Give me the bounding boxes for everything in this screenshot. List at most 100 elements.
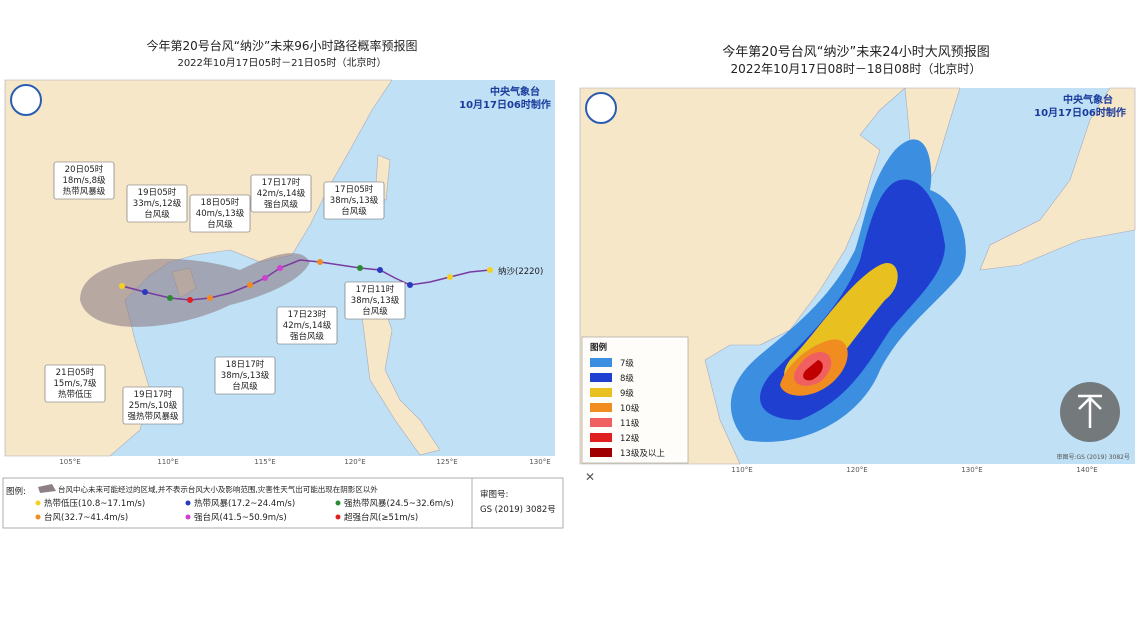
track-label: 17日23时	[288, 309, 327, 320]
track-label: 台风级	[362, 306, 388, 317]
track-label: 18日05时	[201, 197, 240, 208]
legend-title: 图例:	[6, 486, 26, 497]
right-title: 今年第20号台风“纳沙”未来24小时大风预报图	[722, 44, 990, 60]
cone-swatch	[38, 484, 56, 493]
track-label-box	[53, 161, 115, 200]
track-label: 40m/s,13级	[196, 208, 245, 219]
legend-item: 8级	[620, 373, 634, 384]
track-label-box	[122, 386, 184, 425]
track-label: 台风级	[144, 209, 170, 220]
review-number: GS (2019) 3082号	[480, 505, 556, 515]
legend-cone: 台风中心未来可能经过的区域,并不表示台风大小及影响范围,灾害性天气出可能出现在阴…	[58, 484, 378, 494]
legend-item: 13级及以上	[620, 448, 665, 459]
track-label: 18m/s,8级	[63, 175, 106, 186]
legend-item: 强热带风暴(24.5~32.6m/s)	[344, 498, 454, 509]
track-label: 38m/s,13级	[330, 195, 379, 206]
track-label-box	[214, 356, 276, 395]
legend-swatch	[590, 388, 612, 397]
right-agency: 中央气象台	[1063, 93, 1113, 106]
close-button[interactable]: ✕	[585, 470, 595, 484]
left-subtitle: 2022年10月17日05时－21日05时（北京时）	[177, 56, 386, 69]
axis-label: 110°E	[731, 466, 752, 474]
axis-label: 105°E	[59, 458, 80, 466]
legend-dot	[35, 500, 41, 506]
left-agency: 中央气象台	[490, 85, 540, 98]
track-label: 热带低压	[58, 389, 93, 400]
axis-label: 125°E	[436, 458, 457, 466]
track-label: 42m/s,14级	[283, 320, 332, 331]
wind-13	[803, 360, 823, 381]
legend-item: 11级	[620, 418, 640, 429]
legend-swatch	[590, 358, 612, 367]
track-label: 33m/s,12级	[133, 198, 182, 209]
track-label: 强台风级	[290, 331, 325, 342]
left-issued: 10月17日06时制作	[459, 98, 551, 111]
legend-item: 12级	[620, 433, 640, 444]
legend-dot	[335, 514, 341, 520]
track-label-box	[323, 181, 385, 220]
left-legend-box	[2, 477, 564, 529]
track-label: 38m/s,13级	[221, 370, 270, 381]
track-label: 15m/s,7级	[54, 378, 97, 389]
axis-label: 120°E	[344, 458, 365, 466]
right-issued: 10月17日06时制作	[1034, 106, 1126, 119]
track-label: 热带风暴级	[63, 186, 106, 197]
axis-label: 120°E	[846, 466, 867, 474]
legend-item: 9级	[620, 388, 634, 399]
probability-cone	[80, 253, 310, 327]
track-label: 19日05时	[138, 187, 177, 198]
track-label: 17日11时	[356, 284, 395, 295]
axis-label: 140°E	[1076, 466, 1097, 474]
legend-swatch	[590, 403, 612, 412]
legend-item: 强台风(41.5~50.9m/s)	[194, 512, 287, 523]
right-legend-box	[581, 336, 689, 464]
legend-swatch	[590, 448, 612, 457]
axis-label: 130°E	[529, 458, 550, 466]
track	[121, 259, 491, 301]
track-label: 17日05时	[335, 184, 374, 195]
legend-item: 热带低压(10.8~17.1m/s)	[44, 498, 145, 509]
legend-item: 台风(32.7~41.4m/s)	[44, 512, 128, 523]
left-title: 今年第20号台风“纳沙”未来96小时路径概率预报图	[147, 38, 418, 53]
track-label-box	[344, 281, 406, 320]
track-label: 17日17时	[262, 177, 301, 188]
svg-text:✕: ✕	[585, 470, 595, 484]
logo	[585, 92, 617, 124]
track-label-box	[250, 174, 312, 213]
track-label-box	[44, 364, 106, 403]
legend-item: 热带风暴(17.2~24.4m/s)	[194, 498, 295, 509]
right-subtitle: 2022年10月17日08时－18日08时（北京时）	[731, 62, 982, 76]
legend-swatch	[590, 418, 612, 427]
track-label: 19日17时	[134, 389, 173, 400]
philippines	[359, 294, 441, 456]
axis-label: 115°E	[254, 458, 275, 466]
axis-label: 110°E	[157, 458, 178, 466]
track-label: 20日05时	[65, 164, 104, 175]
scroll-top-button[interactable]	[1060, 382, 1120, 442]
legend-dot	[335, 500, 341, 506]
legend-item: 超强台风(≥51m/s)	[344, 512, 418, 523]
legend-item: 10级	[620, 403, 640, 414]
track-label: 42m/s,14级	[257, 188, 306, 199]
axis-label: 130°E	[961, 466, 982, 474]
track-points	[119, 259, 493, 303]
track-label-box	[276, 306, 338, 345]
track-label: 21日05时	[56, 367, 95, 378]
track-label: 强热带风暴级	[127, 411, 179, 422]
right-review: 审图号:GS (2019) 3082号	[1056, 453, 1130, 461]
legend-dot	[185, 514, 191, 520]
track-label-box	[126, 184, 188, 223]
legend-dot	[35, 514, 41, 520]
japan	[979, 87, 1136, 271]
legend-item: 7级	[620, 358, 634, 369]
track-label-box	[189, 194, 251, 233]
track-label: 台风级	[207, 219, 233, 230]
track-label: 38m/s,13级	[351, 295, 400, 306]
track-label: 18日17时	[226, 359, 265, 370]
review-label: 审图号:	[480, 489, 508, 500]
typhoon-name: 纳沙(2220)	[498, 266, 543, 277]
logo	[10, 84, 42, 116]
legend-dot	[185, 500, 191, 506]
right-legend-title: 图例	[590, 342, 608, 353]
